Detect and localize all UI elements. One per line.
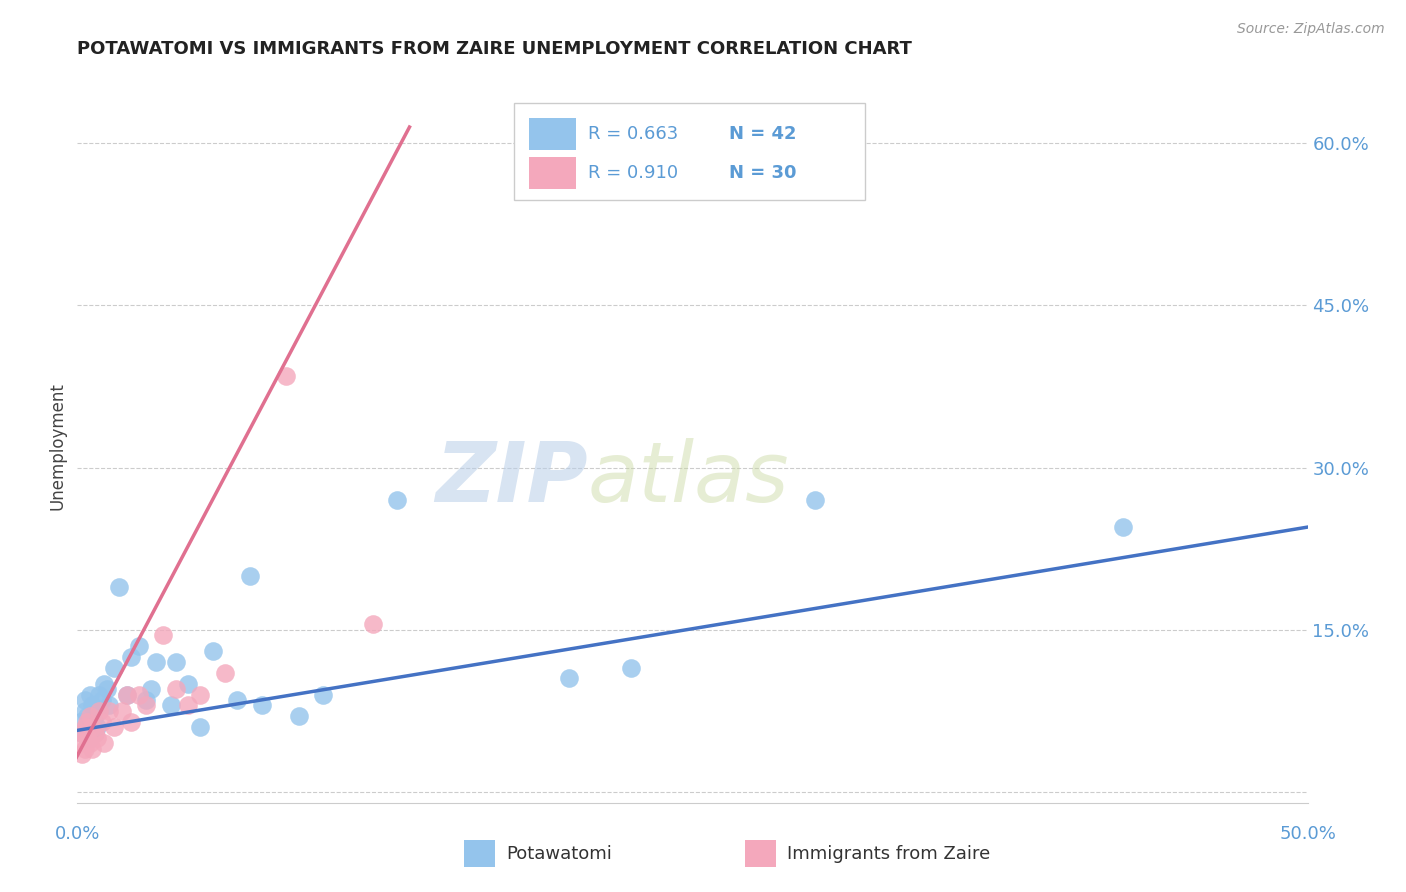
Point bbox=[96, 682, 118, 697]
Point bbox=[620, 660, 643, 674]
Point bbox=[73, 704, 96, 718]
Point bbox=[79, 736, 101, 750]
Point bbox=[177, 698, 200, 713]
Point bbox=[83, 709, 105, 723]
Text: N = 42: N = 42 bbox=[730, 125, 797, 143]
Point bbox=[804, 493, 827, 508]
Point bbox=[82, 741, 104, 756]
Point bbox=[108, 580, 131, 594]
Point bbox=[76, 720, 98, 734]
FancyBboxPatch shape bbox=[515, 103, 865, 200]
Point bbox=[93, 677, 115, 691]
Text: Immigrants from Zaire: Immigrants from Zaire bbox=[787, 845, 991, 863]
Point bbox=[111, 704, 132, 718]
Text: Potawatomi: Potawatomi bbox=[506, 845, 612, 863]
Point bbox=[288, 709, 311, 723]
Point bbox=[70, 747, 93, 761]
Point bbox=[73, 741, 96, 756]
Point bbox=[103, 720, 125, 734]
Point bbox=[141, 682, 163, 697]
Point bbox=[128, 688, 150, 702]
Point bbox=[160, 698, 183, 713]
Point bbox=[76, 709, 98, 723]
Point bbox=[135, 693, 157, 707]
Point bbox=[361, 617, 384, 632]
Point bbox=[76, 714, 98, 729]
Point bbox=[73, 693, 96, 707]
Point bbox=[82, 698, 104, 713]
Point bbox=[79, 709, 101, 723]
Point bbox=[70, 725, 93, 739]
Point bbox=[89, 688, 111, 702]
Point bbox=[69, 736, 91, 750]
Point bbox=[188, 720, 212, 734]
Text: POTAWATOMI VS IMMIGRANTS FROM ZAIRE UNEMPLOYMENT CORRELATION CHART: POTAWATOMI VS IMMIGRANTS FROM ZAIRE UNEM… bbox=[77, 40, 912, 58]
Point bbox=[135, 698, 157, 713]
Point bbox=[239, 568, 262, 582]
Point bbox=[73, 720, 96, 734]
Point bbox=[121, 649, 143, 664]
Text: N = 30: N = 30 bbox=[730, 164, 797, 182]
Point bbox=[152, 628, 174, 642]
Point bbox=[83, 725, 105, 739]
Point bbox=[226, 693, 249, 707]
FancyBboxPatch shape bbox=[529, 157, 575, 189]
Point bbox=[103, 660, 125, 674]
Point bbox=[312, 688, 335, 702]
Point bbox=[82, 720, 104, 734]
Text: atlas: atlas bbox=[588, 438, 790, 518]
Point bbox=[115, 688, 138, 702]
Text: 0.0%: 0.0% bbox=[55, 825, 100, 843]
Point bbox=[201, 644, 224, 658]
Point bbox=[69, 714, 91, 729]
Point bbox=[165, 655, 187, 669]
Point bbox=[89, 704, 111, 718]
Point bbox=[86, 720, 108, 734]
Point bbox=[93, 736, 115, 750]
Point bbox=[70, 725, 93, 739]
Point bbox=[90, 693, 114, 707]
Point bbox=[89, 704, 111, 718]
Point bbox=[188, 688, 212, 702]
Text: Source: ZipAtlas.com: Source: ZipAtlas.com bbox=[1237, 22, 1385, 37]
Point bbox=[128, 639, 150, 653]
Point bbox=[145, 655, 167, 669]
Text: 50.0%: 50.0% bbox=[1279, 825, 1336, 843]
Point bbox=[98, 704, 121, 718]
FancyBboxPatch shape bbox=[529, 118, 575, 150]
Point bbox=[90, 714, 114, 729]
Point bbox=[165, 682, 187, 697]
Text: R = 0.663: R = 0.663 bbox=[588, 125, 678, 143]
Point bbox=[83, 725, 105, 739]
Text: ZIP: ZIP bbox=[436, 438, 588, 518]
Point bbox=[385, 493, 409, 508]
Point bbox=[276, 368, 298, 383]
Point bbox=[98, 698, 121, 713]
Text: R = 0.910: R = 0.910 bbox=[588, 164, 678, 182]
Point bbox=[79, 688, 101, 702]
Point bbox=[82, 720, 104, 734]
Point bbox=[115, 688, 138, 702]
Point bbox=[558, 672, 581, 686]
Point bbox=[177, 677, 200, 691]
Point bbox=[76, 731, 98, 745]
Point bbox=[214, 666, 236, 681]
Y-axis label: Unemployment: Unemployment bbox=[48, 382, 66, 510]
Point bbox=[250, 698, 273, 713]
Point bbox=[121, 714, 143, 729]
Point bbox=[86, 731, 108, 745]
Point bbox=[1112, 520, 1135, 534]
Point bbox=[79, 731, 101, 745]
